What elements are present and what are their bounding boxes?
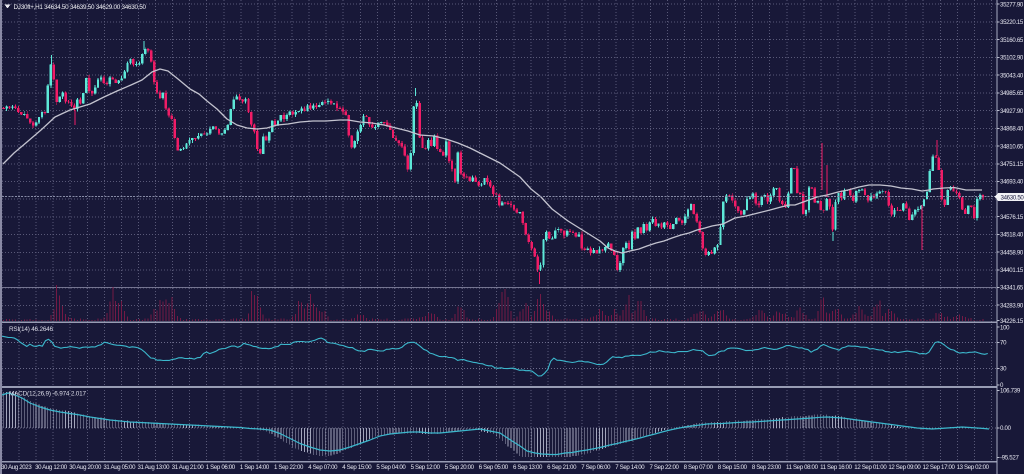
svg-text:34341.65: 34341.65 — [1000, 285, 1024, 292]
svg-text:34630.50: 34630.50 — [1001, 194, 1024, 201]
svg-text:MACD(12,26,9) -6.974 2.017: MACD(12,26,9) -6.974 2.017 — [9, 391, 87, 398]
svg-text:30 Aug 2023: 30 Aug 2023 — [1, 464, 32, 471]
svg-text:6 Sep 05:00: 6 Sep 05:00 — [479, 464, 509, 471]
svg-text:1 Sep 06:00: 1 Sep 06:00 — [206, 464, 236, 471]
svg-text:35277.90: 35277.90 — [1000, 1, 1024, 8]
svg-text:35160.65: 35160.65 — [1000, 37, 1024, 44]
svg-text:34518.40: 34518.40 — [1000, 232, 1024, 239]
svg-text:100: 100 — [1000, 324, 1010, 331]
svg-text:6 Sep 21:00: 6 Sep 21:00 — [547, 464, 577, 471]
svg-text:35043.40: 35043.40 — [1000, 72, 1024, 79]
svg-text:30 Aug 20:00: 30 Aug 20:00 — [69, 464, 102, 471]
svg-text:34810.65: 34810.65 — [1000, 143, 1024, 150]
svg-text:106.739: 106.739 — [1000, 388, 1021, 395]
svg-text:4 Sep 07:00: 4 Sep 07:00 — [308, 464, 338, 471]
svg-text:DJ30ft+,H1 34634.50 34639.50 3: DJ30ft+,H1 34634.50 34639.50 34629.00 34… — [14, 4, 147, 11]
svg-text:34226.15: 34226.15 — [1000, 318, 1024, 325]
svg-text:0: 0 — [1000, 382, 1004, 389]
svg-text:6 Sep 13:00: 6 Sep 13:00 — [513, 464, 543, 471]
svg-text:35220.15: 35220.15 — [1000, 19, 1024, 26]
svg-text:7 Sep 22:00: 7 Sep 22:00 — [650, 464, 680, 471]
svg-text:34458.90: 34458.90 — [1000, 249, 1024, 256]
svg-text:35102.90: 35102.90 — [1000, 55, 1024, 62]
svg-text:30 Aug 12:00: 30 Aug 12:00 — [35, 464, 68, 471]
svg-text:8 Sep 23:00: 8 Sep 23:00 — [752, 464, 782, 471]
svg-text:34868.40: 34868.40 — [1000, 126, 1024, 133]
svg-text:11 Sep 08:00: 11 Sep 08:00 — [786, 464, 819, 471]
svg-text:5 Sep 20:00: 5 Sep 20:00 — [445, 464, 475, 471]
svg-text:13 Sep 02:00: 13 Sep 02:00 — [957, 464, 990, 471]
svg-text:-95.527: -95.527 — [1000, 455, 1019, 462]
svg-text:RSI(14) 46.2646: RSI(14) 46.2646 — [9, 326, 54, 333]
svg-text:1 Sep 22:00: 1 Sep 22:00 — [274, 464, 304, 471]
svg-text:34283.90: 34283.90 — [1000, 302, 1024, 309]
svg-text:34401.15: 34401.15 — [1000, 267, 1024, 274]
svg-text:8 Sep 07:00: 8 Sep 07:00 — [684, 464, 714, 471]
svg-text:7 Sep 14:00: 7 Sep 14:00 — [615, 464, 645, 471]
svg-text:34751.15: 34751.15 — [1000, 161, 1024, 168]
svg-text:31 Aug 13:00: 31 Aug 13:00 — [138, 464, 171, 471]
svg-text:31 Aug 21:00: 31 Aug 21:00 — [172, 464, 205, 471]
svg-text:7 Sep 06:00: 7 Sep 06:00 — [581, 464, 611, 471]
svg-text:34576.15: 34576.15 — [1000, 214, 1024, 221]
svg-text:1 Sep 14:00: 1 Sep 14:00 — [240, 464, 270, 471]
svg-text:34693.40: 34693.40 — [1000, 179, 1024, 186]
svg-text:5 Sep 12:00: 5 Sep 12:00 — [411, 464, 441, 471]
svg-text:31 Aug 05:00: 31 Aug 05:00 — [103, 464, 136, 471]
svg-text:70: 70 — [1000, 340, 1007, 347]
svg-text:12 Sep 17:00: 12 Sep 17:00 — [923, 464, 956, 471]
svg-text:8 Sep 15:00: 8 Sep 15:00 — [718, 464, 748, 471]
svg-text:4 Sep 15:00: 4 Sep 15:00 — [342, 464, 372, 471]
svg-text:0.00: 0.00 — [1000, 425, 1012, 432]
svg-text:30: 30 — [1000, 366, 1007, 373]
svg-text:5 Sep 04:00: 5 Sep 04:00 — [376, 464, 406, 471]
svg-text:34927.90: 34927.90 — [1000, 108, 1024, 115]
svg-text:11 Sep 16:00: 11 Sep 16:00 — [820, 464, 853, 471]
svg-text:12 Sep 09:00: 12 Sep 09:00 — [888, 464, 921, 471]
svg-text:34985.65: 34985.65 — [1000, 90, 1024, 97]
svg-text:12 Sep 01:00: 12 Sep 01:00 — [854, 464, 887, 471]
